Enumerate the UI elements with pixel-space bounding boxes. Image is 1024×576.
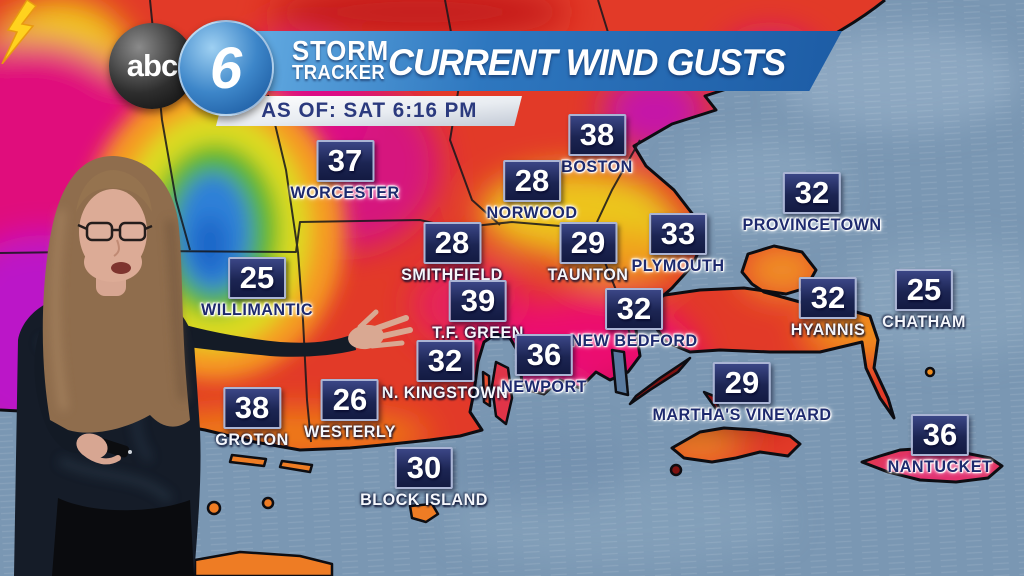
gust-value-box: 39: [449, 280, 507, 322]
gust-value-box: 32: [604, 288, 663, 330]
station-reading: 38 BOSTON: [559, 114, 634, 177]
gust-value-box: 25: [227, 257, 286, 299]
station-reading: 25 CHATHAM: [880, 269, 968, 332]
station-reading: 29 MARTHA'S VINEYARD: [648, 362, 837, 425]
city-label: MARTHA'S VINEYARD: [652, 405, 832, 424]
gust-value-box: 32: [798, 277, 857, 319]
presenter: [14, 156, 413, 576]
city-label: NANTUCKET: [887, 457, 993, 476]
station-reading: 37 WORCESTER: [288, 140, 403, 203]
gust-value-box: 38: [567, 114, 626, 156]
presenter-arm: [155, 318, 356, 357]
station-reading: 28 NORWOOD: [484, 160, 580, 223]
islands: [193, 348, 936, 576]
timestamp-bar: AS OF: SAT 6:16 PM: [216, 96, 522, 126]
gust-value-box: 36: [514, 334, 573, 376]
gust-value-box: 30: [394, 447, 453, 489]
city-label: N. KINGSTOWN: [381, 383, 509, 402]
city-label: T.F. GREEN: [432, 323, 524, 342]
station-reading: 30 BLOCK ISLAND: [357, 447, 491, 510]
station-reading: 36 NEWPORT: [499, 334, 589, 397]
channel-6-logo: 6: [178, 20, 274, 116]
gust-value-box: 33: [648, 213, 707, 255]
gust-value-box: 38: [223, 387, 281, 429]
brand-line1: STORM: [292, 35, 390, 66]
gust-value-box: 29: [559, 222, 617, 264]
city-label: WESTERLY: [303, 422, 397, 441]
gust-value-box: 32: [416, 340, 474, 382]
presenter-pants: [52, 498, 194, 576]
station-reading: 26 WESTERLY: [302, 379, 399, 442]
gust-value-box: 37: [316, 140, 374, 182]
storm-tracker-brand: STORM TRACKER: [292, 35, 390, 84]
glasses: [77, 221, 153, 242]
station-reading: 32 N. KINGSTOWN: [378, 340, 511, 403]
city-label: HYANNIS: [790, 320, 866, 339]
presenter-hand: [348, 309, 413, 350]
gust-value-box: 36: [911, 414, 969, 456]
city-label: TAUNTON: [547, 265, 629, 284]
station-reading: 38 GROTON: [213, 387, 290, 450]
timestamp-text: AS OF: SAT 6:16 PM: [260, 99, 478, 122]
lightning-bolt-icon: [1, 0, 38, 64]
city-label: GROTON: [215, 430, 289, 449]
city-label: NEWPORT: [501, 377, 587, 396]
city-label: BOSTON: [561, 157, 633, 176]
station-reading: 32 PROVINCETOWN: [739, 172, 885, 235]
gust-value-box: 25: [894, 269, 953, 311]
gust-value-box: 32: [782, 172, 841, 214]
station-reading: 25 WILLIMANTIC: [198, 257, 316, 320]
city-label: PLYMOUTH: [631, 256, 725, 275]
station-reading: 36 NANTUCKET: [885, 414, 995, 477]
page-title: CURRENT WIND GUSTS: [388, 42, 786, 83]
city-label: NORWOOD: [486, 203, 578, 222]
gust-value-box: 28: [503, 160, 561, 202]
city-label: SMITHFIELD: [401, 265, 503, 284]
city-label: WORCESTER: [290, 183, 400, 202]
station-reading: 32 NEW BEDFORD: [567, 288, 701, 351]
city-label: NEW BEDFORD: [570, 331, 698, 350]
city-label: BLOCK ISLAND: [360, 490, 488, 509]
station-reading: 32 HYANNIS: [789, 277, 867, 340]
city-label: CHATHAM: [882, 312, 966, 331]
gust-value-box: 28: [423, 222, 481, 264]
gust-value-box: 29: [712, 362, 771, 404]
channel-6-text: 6: [209, 35, 243, 101]
city-label: PROVINCETOWN: [742, 215, 882, 234]
station-reading: 28 SMITHFIELD: [399, 222, 506, 285]
station-reading: 33 PLYMOUTH: [629, 213, 727, 276]
gust-value-box: 26: [320, 379, 379, 421]
title-banner: [248, 31, 842, 91]
station-reading: 29 TAUNTON: [545, 222, 630, 285]
city-label: WILLIMANTIC: [201, 300, 313, 319]
brand-line2: TRACKER: [292, 61, 386, 84]
station-reading: 39 T.F. GREEN: [430, 280, 527, 343]
abc-logo-text: abc: [126, 48, 178, 83]
